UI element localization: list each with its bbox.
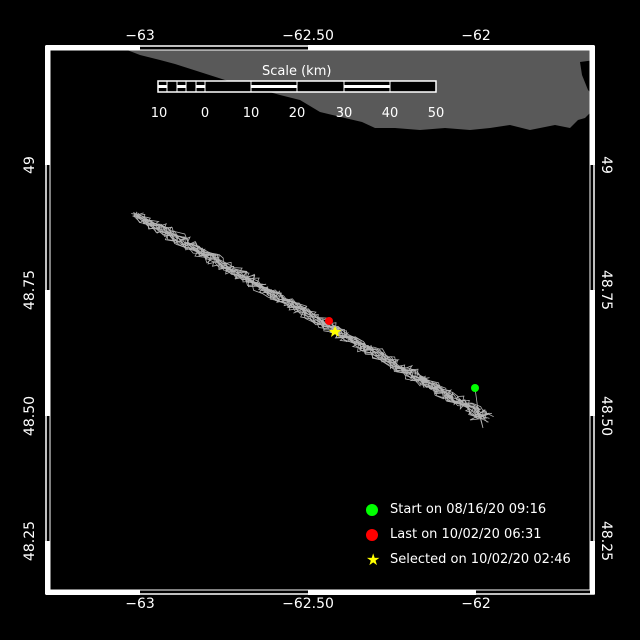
legend-last: Last on 10/02/20 06:31 [366,527,542,542]
scale-tick: 0 [200,106,210,121]
frame-tick-left [45,541,50,594]
frame-tick-bottom [46,590,140,595]
scale-segment [196,85,205,88]
legend-start-label: Start on 08/16/20 09:16 [390,502,547,517]
lon-label-top: −62 [461,28,491,44]
scale-tick: 20 [288,106,306,121]
scale-tick: 10 [150,106,168,121]
scale-tick: 10 [242,106,260,121]
lat-label-right: 48.25 [598,520,614,562]
lat-label-left: 48.50 [22,395,38,437]
selected-marker [329,326,341,337]
legend-last-label: Last on 10/02/20 06:31 [390,527,542,542]
track-segment [136,211,486,419]
start-circle-icon [366,503,378,516]
frame-tick-right [590,290,595,416]
scale-title: Scale (km) [262,64,332,79]
last-circle-icon [366,528,378,541]
scale-segment [177,85,186,88]
lon-label-top: −63 [125,28,155,44]
lat-label-right: 49 [598,156,614,174]
frame-tick-top [308,45,476,50]
scale-segment [344,85,390,88]
frame-tick-left [45,290,50,416]
frame-tick-left [45,46,50,165]
scale-tick: 50 [427,106,445,121]
track-segment [132,214,489,416]
legend-selected: ★ Selected on 10/02/20 02:46 [366,549,571,569]
lat-label-right: 48.75 [598,269,614,311]
last-marker [325,317,333,325]
frame-tick-bottom [308,590,476,595]
lat-label-right: 48.50 [598,395,614,437]
scale-segment [251,85,297,88]
track-segment [136,216,490,420]
frame-tick-right [590,541,595,594]
track-segment [133,212,489,423]
frame-tick-top [476,45,594,50]
lat-label-left: 48.25 [22,520,38,562]
lon-label-bottom: −62.50 [282,596,334,612]
track-segment [139,218,483,419]
lon-label-bottom: −63 [125,596,155,612]
lon-label-bottom: −62 [461,596,491,612]
track-segment [469,387,488,429]
frame-tick-right [590,46,595,165]
scale-segment [158,85,167,88]
scale-tick: 30 [335,106,353,121]
legend-start: Start on 08/16/20 09:16 [366,502,546,517]
star-icon: ★ [366,549,381,569]
lat-label-left: 48.75 [22,269,38,311]
scale-bar [157,80,437,93]
map-frame [45,45,595,595]
start-marker [471,384,479,392]
frame-tick-top [46,45,140,50]
lat-label-left: 49 [22,156,38,174]
scale-tick: 40 [381,106,399,121]
animal-track [131,211,494,429]
track-segment [133,215,486,419]
lon-label-top: −62.50 [282,28,334,44]
legend-selected-label: Selected on 10/02/20 02:46 [390,552,571,567]
